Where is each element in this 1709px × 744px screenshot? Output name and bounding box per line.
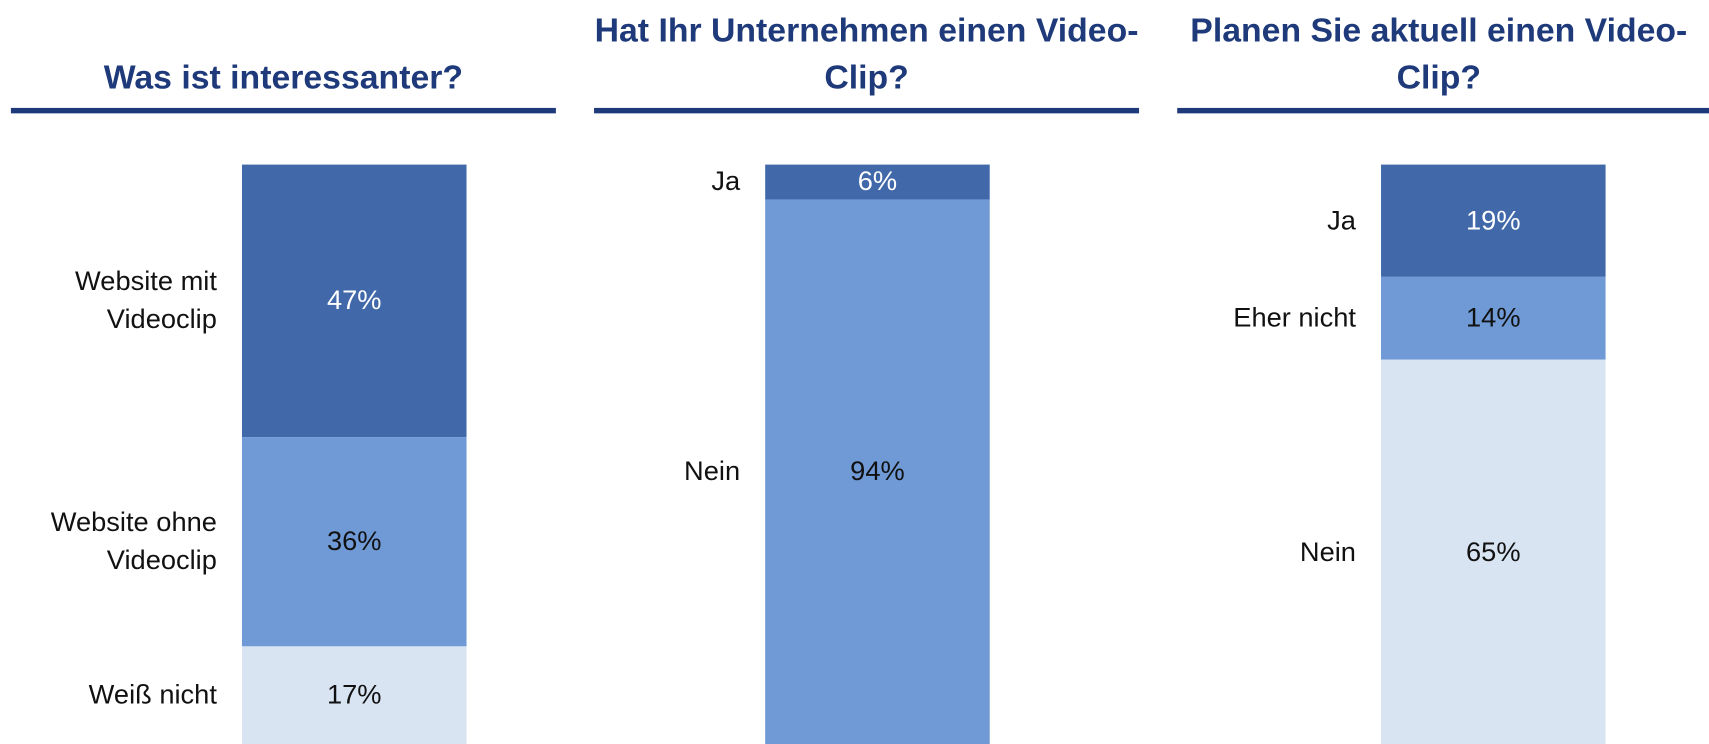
chart-title: Planen Sie aktuell einen Video-Clip? [1190,10,1688,96]
bar-segment [1381,359,1606,744]
value-label: 6% [857,166,898,197]
value-label: 36% [326,525,382,557]
bar-segment [765,199,990,744]
category-label: Eher nicht [1233,302,1356,334]
bar-segment [1381,164,1606,278]
value-label: 14% [1466,302,1521,334]
value-label: 65% [1466,536,1521,567]
title-box: Planen Sie aktuell einen Video-Clip? [1188,0,1689,100]
category-label: Website mit Videoclip [75,265,217,335]
chart-title: Was ist interessanter? [103,57,464,96]
category-label: Website ohne Videoclip [50,506,217,576]
value-label: 94% [850,456,905,487]
value-label: 17% [326,679,382,710]
title-rule [10,107,556,114]
bar-segment [765,164,990,200]
category-label: Weiß nicht [88,679,217,710]
chart-title: Hat Ihr Unternehmen einen Video-Clip? [594,10,1139,96]
title-box: Was ist interessanter? [33,0,534,100]
value-label: 19% [1466,204,1521,236]
category-label: Nein [1299,536,1356,567]
title-box: Hat Ihr Unternehmen einen Video-Clip? [594,0,1139,100]
value-label: 47% [326,285,382,316]
title-rule [1177,107,1709,114]
category-label: Nein [684,456,741,487]
category-label: Ja [711,166,741,197]
bar-segment [241,645,467,744]
title-rule [594,107,1140,114]
category-label: Ja [1327,204,1356,236]
bar-segment [241,437,467,646]
bar-segment [1381,277,1606,360]
bar-segment [241,164,467,438]
